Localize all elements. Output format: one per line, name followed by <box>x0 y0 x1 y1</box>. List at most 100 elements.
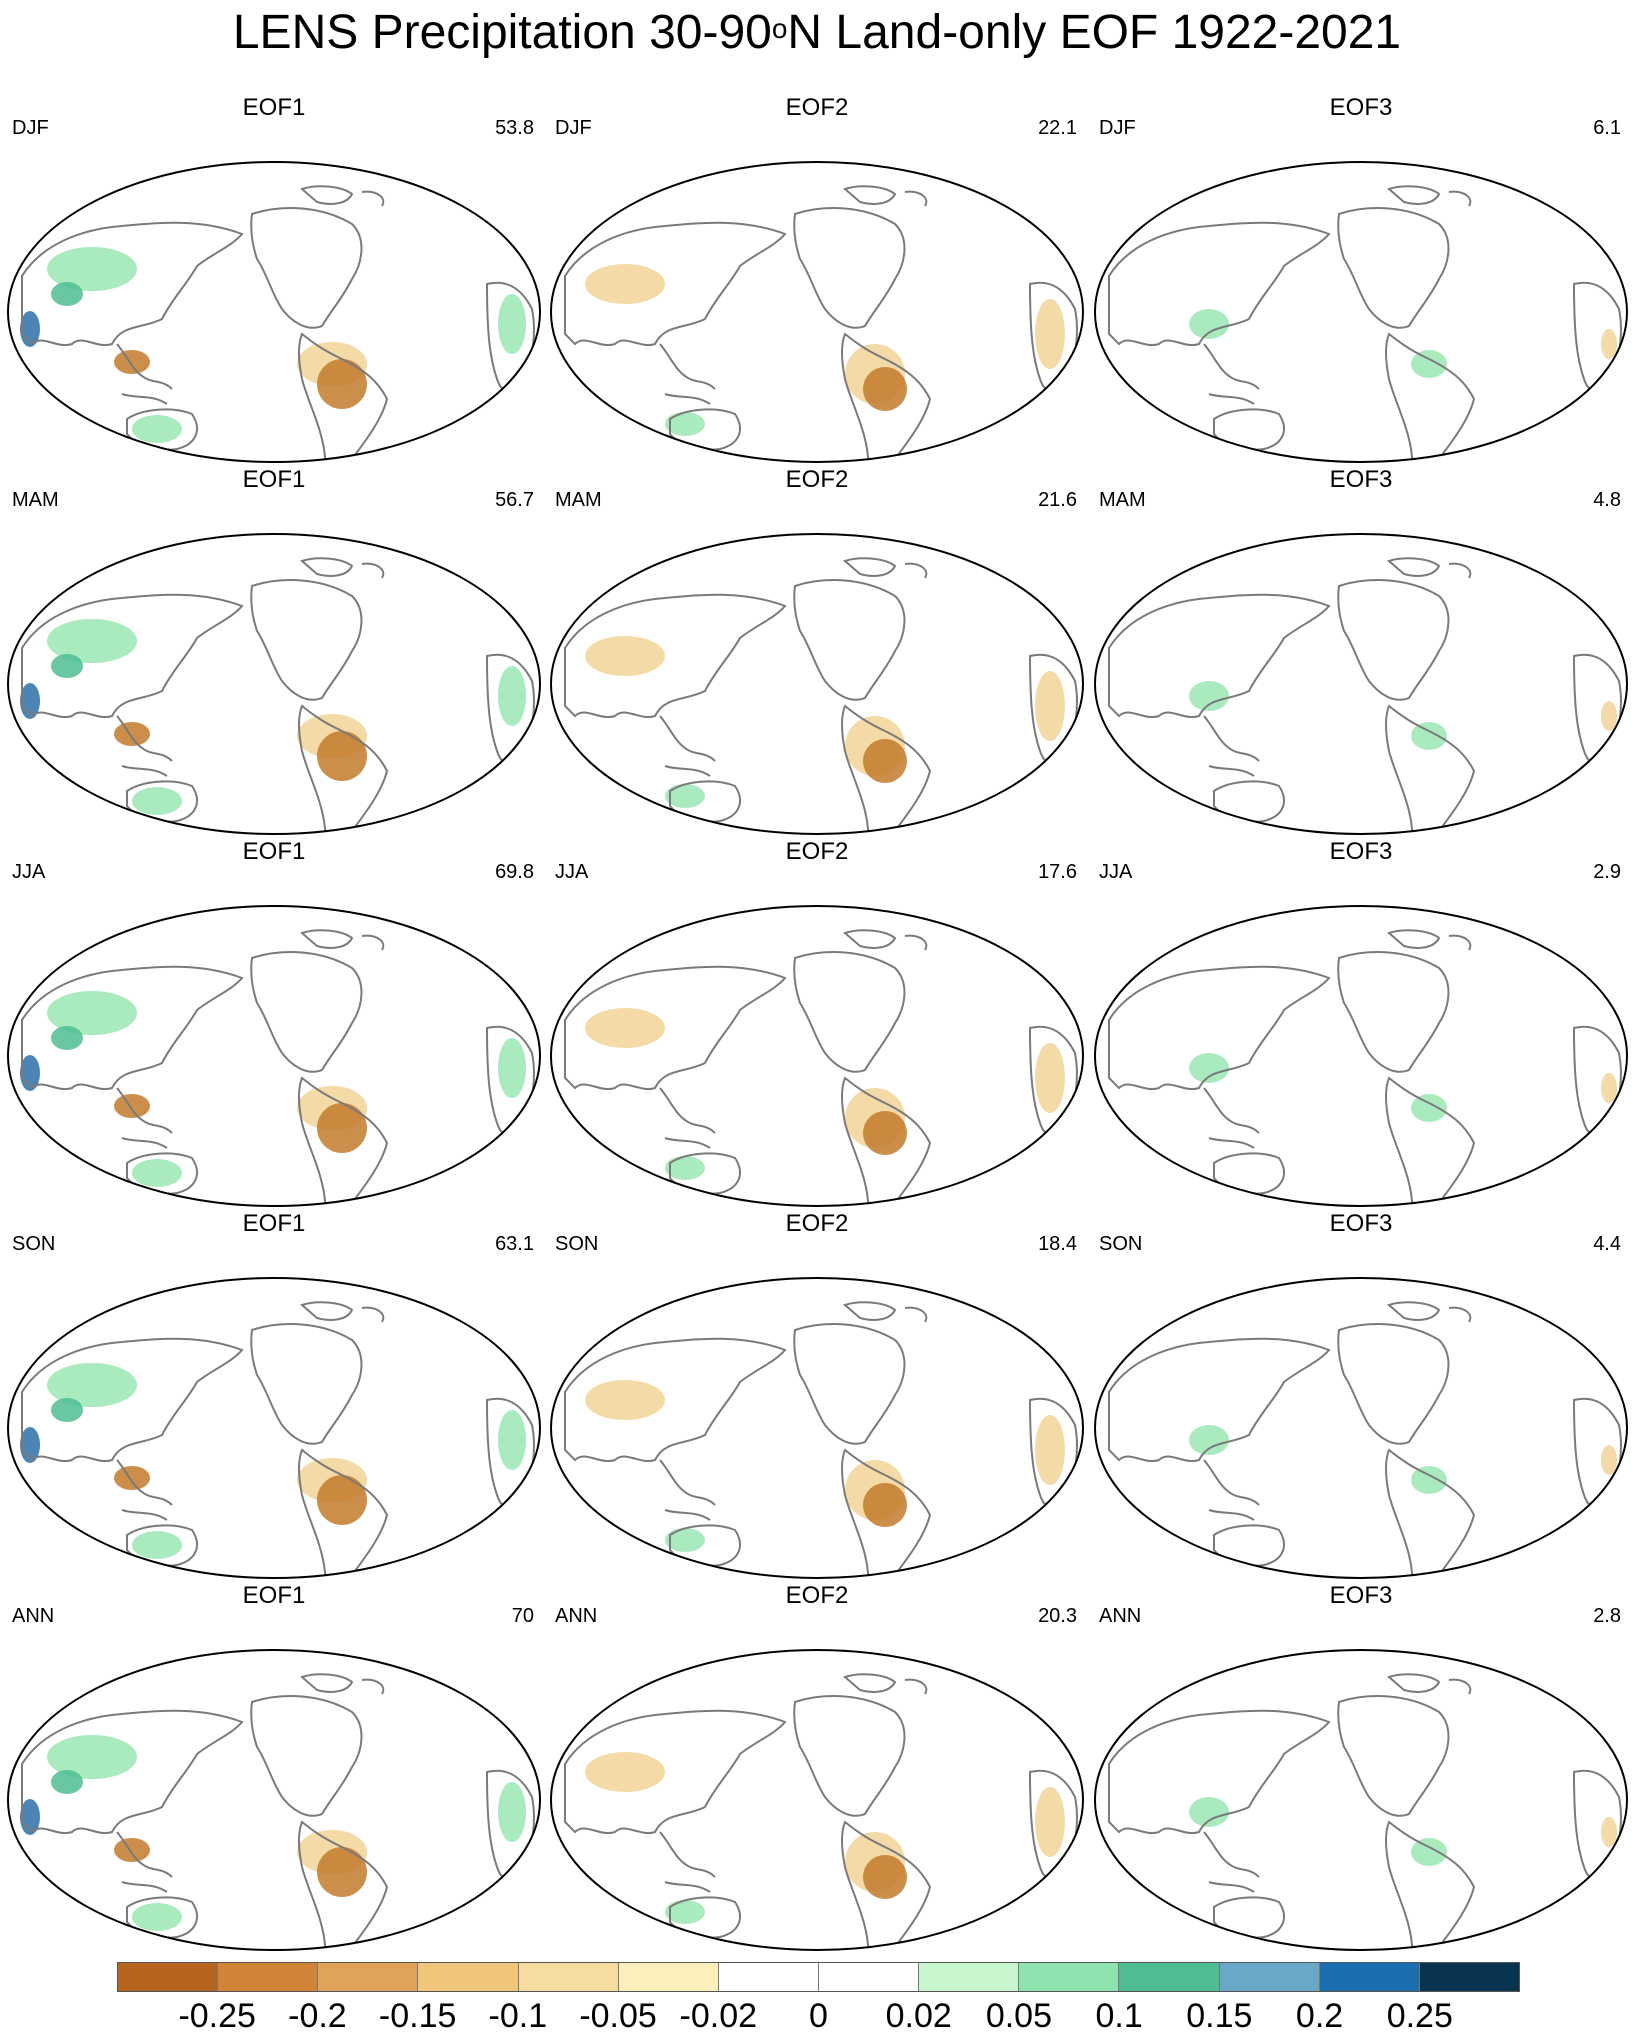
eof-field <box>1189 1053 1617 1122</box>
shaded-region <box>114 1094 150 1118</box>
shaded-region <box>132 1903 182 1931</box>
shaded-region <box>1411 722 1447 750</box>
coastline <box>298 1820 389 1950</box>
coastline <box>1337 1695 1450 1817</box>
coastline <box>116 1459 173 1521</box>
coastline <box>298 1076 389 1206</box>
variance-percent: 63.1 <box>495 1233 534 1255</box>
shaded-region <box>1601 1073 1617 1103</box>
coastline <box>1213 1152 1285 1195</box>
shaded-region <box>1035 299 1065 369</box>
shaded-region <box>114 1466 150 1490</box>
coastline <box>1108 965 1331 1091</box>
eof-label: EOF1 <box>242 1582 306 1609</box>
season-label: MAM <box>555 489 602 511</box>
season-label: MAM <box>1099 489 1146 511</box>
robinson-map <box>1094 1277 1628 1579</box>
colorbar-tick-label: -0.25 <box>178 1997 256 2035</box>
eof-field <box>1189 309 1617 378</box>
coastline <box>793 579 906 701</box>
coastline <box>1203 1459 1260 1521</box>
map-panel: EOF2 ANN 20.3 <box>545 1582 1089 1952</box>
season-label: ANN <box>1099 1605 1142 1627</box>
season-label: JJA <box>12 861 46 883</box>
eof-label: EOF3 <box>1329 838 1393 865</box>
map-panel: EOF2 MAM 21.6 <box>545 466 1089 836</box>
colorbar-swatch <box>1119 1963 1220 1991</box>
shaded-region <box>498 294 526 354</box>
season-label: JJA <box>1099 861 1133 883</box>
coastline <box>1108 593 1331 719</box>
coastline <box>250 1695 363 1817</box>
map-border <box>1094 1277 1628 1579</box>
coastlines <box>564 557 1078 834</box>
shaded-region <box>1411 350 1447 378</box>
variance-percent: 20.3 <box>1038 1605 1077 1627</box>
coastline <box>1387 1301 1472 1323</box>
coastline <box>21 593 244 719</box>
variance-percent: 4.8 <box>1593 489 1621 511</box>
colorbar-swatch <box>1019 1963 1120 1991</box>
coastlines <box>564 929 1078 1206</box>
coastline <box>841 1448 932 1578</box>
eof-field <box>1189 681 1617 750</box>
variance-percent: 69.8 <box>495 861 534 883</box>
eof-field <box>20 247 526 443</box>
coastline <box>564 1709 787 1835</box>
robinson-map <box>7 1277 541 1579</box>
coastline <box>300 929 385 951</box>
variance-percent: 70 <box>511 1605 534 1627</box>
shaded-region <box>1411 1466 1447 1494</box>
eof-field <box>585 264 1065 436</box>
coastline <box>564 221 787 347</box>
shaded-region <box>51 654 83 678</box>
map-border <box>550 1649 1084 1951</box>
coastline <box>250 1323 363 1445</box>
colorbar-tick-label: -0.1 <box>488 1997 548 2035</box>
map-border <box>550 533 1084 835</box>
colorbar-tick-label: 0.02 <box>885 1997 952 2035</box>
eof-label: EOF1 <box>242 466 306 493</box>
shaded-region <box>585 1380 665 1420</box>
variance-percent: 2.8 <box>1593 1605 1621 1627</box>
coastline <box>659 1087 716 1149</box>
coastline <box>116 343 173 405</box>
season-label: ANN <box>555 1605 598 1627</box>
shaded-region <box>863 1111 907 1155</box>
eof-label: EOF1 <box>242 838 306 865</box>
map-border <box>550 161 1084 463</box>
coastline <box>1213 780 1285 823</box>
coastline <box>300 185 385 207</box>
robinson-map <box>1094 1649 1628 1951</box>
season-label: DJF <box>1099 117 1136 139</box>
map-panel: EOF2 SON 18.4 <box>545 1210 1089 1580</box>
shaded-region <box>1601 1817 1617 1847</box>
season-label: SON <box>555 1233 599 1255</box>
shaded-region <box>1035 1787 1065 1857</box>
eof-label: EOF2 <box>785 466 849 493</box>
shaded-region <box>1035 1415 1065 1485</box>
map-border <box>7 1277 541 1579</box>
shaded-region <box>51 282 83 306</box>
coastline <box>1385 704 1476 834</box>
shaded-region <box>317 359 367 409</box>
season-label: DJF <box>555 117 592 139</box>
map-panel: EOF1 SON 63.1 <box>2 1210 546 1580</box>
coastline <box>793 1695 906 1817</box>
shaded-region <box>114 350 150 374</box>
coastline <box>1203 343 1260 405</box>
season-label: SON <box>1099 1233 1143 1255</box>
coastline <box>1387 185 1472 207</box>
colorbar-tick-label: -0.2 <box>288 1997 347 2035</box>
shaded-region <box>585 636 665 676</box>
coastline <box>659 715 716 777</box>
map-border <box>1094 905 1628 1207</box>
robinson-map <box>1094 533 1628 835</box>
eof-label: EOF2 <box>785 1210 849 1237</box>
coastline <box>1108 221 1331 347</box>
map-panel: EOF1 MAM 56.7 <box>2 466 546 836</box>
eof-label: EOF2 <box>785 838 849 865</box>
shaded-region <box>47 991 137 1035</box>
coastline <box>841 1820 932 1950</box>
coastlines <box>21 1673 535 1950</box>
